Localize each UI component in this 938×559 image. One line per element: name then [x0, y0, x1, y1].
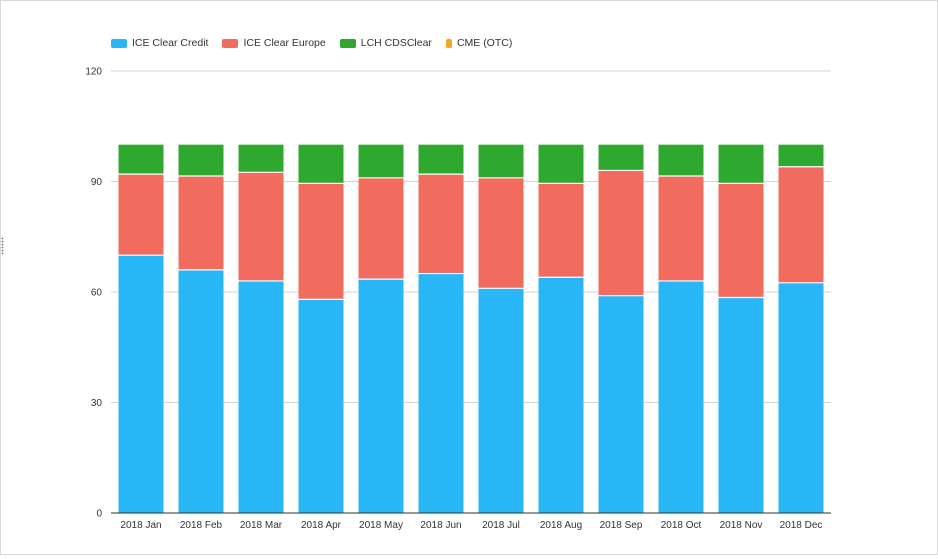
bar-segment	[718, 183, 764, 298]
bar-segment	[358, 177, 404, 280]
legend-label: ICE Clear Europe	[243, 37, 326, 49]
x-tick-label: 2018 Oct	[661, 520, 702, 531]
bar-segment	[658, 175, 704, 281]
x-tick-label: 2018 Dec	[780, 520, 823, 531]
bar-segment	[238, 172, 284, 281]
bar-segment	[178, 144, 224, 176]
bar-segment	[658, 280, 704, 513]
bar-segment	[238, 144, 284, 173]
x-tick-label: 2018 May	[359, 520, 403, 531]
bar-segment	[358, 279, 404, 513]
bar-segment	[118, 255, 164, 513]
bar-segment	[718, 144, 764, 184]
resize-grip-icon[interactable]	[1, 237, 4, 255]
bar-segment	[538, 144, 584, 184]
y-tick-label: 60	[91, 288, 103, 299]
legend-label: LCH CDSClear	[360, 37, 432, 49]
bar-segment	[118, 174, 164, 256]
bar-segment	[778, 282, 824, 513]
bar-segment	[778, 144, 824, 167]
y-tick-label: 90	[91, 177, 103, 188]
legend-swatch	[111, 38, 127, 48]
bar-segment	[418, 273, 464, 513]
bar-segment	[478, 144, 524, 178]
bar-segment	[358, 144, 404, 178]
bar-segment	[298, 144, 344, 184]
bar-segment	[718, 297, 764, 513]
y-tick-label: 30	[91, 398, 103, 409]
legend-item-ice-clear-europe[interactable]: ICE Clear Europe	[222, 37, 326, 49]
x-tick-label: 2018 Jul	[482, 520, 520, 531]
x-tick-label: 2018 Aug	[540, 520, 582, 531]
legend-swatch	[445, 38, 452, 48]
x-tick-label: 2018 Jan	[120, 520, 161, 531]
x-tick-label: 2018 Sep	[600, 520, 643, 531]
x-tick-label: 2018 Mar	[240, 520, 283, 531]
bar-segment	[178, 269, 224, 513]
bar-segment	[538, 277, 584, 513]
x-tick-label: 2018 Apr	[301, 520, 342, 531]
bar-segment	[478, 288, 524, 513]
bar-segment	[598, 295, 644, 513]
bar-segment	[118, 144, 164, 175]
y-tick-label: 120	[85, 67, 102, 78]
y-tick-label: 0	[96, 509, 102, 520]
bar-segment	[538, 183, 584, 278]
legend-item-ice-clear-credit[interactable]: ICE Clear Credit	[111, 37, 208, 49]
bar-segment	[778, 166, 824, 283]
bar-segment	[658, 144, 704, 176]
legend-label: ICE Clear Credit	[132, 37, 209, 49]
bar-segment	[418, 144, 464, 175]
x-tick-label: 2018 Feb	[180, 520, 223, 531]
legend-swatch	[339, 38, 356, 48]
x-tick-label: 2018 Nov	[720, 520, 763, 531]
legend-label: CME (OTC)	[456, 37, 513, 49]
bar-segment	[178, 175, 224, 270]
legend-item-lch-cdsclear[interactable]: LCH CDSClear	[339, 37, 432, 49]
bar-segment	[598, 144, 644, 171]
bar-segment	[298, 183, 344, 300]
x-tick-label: 2018 Jun	[420, 520, 461, 531]
bar-segment	[298, 299, 344, 513]
bar-segment	[418, 174, 464, 274]
chart-legend: ICE Clear Credit ICE Clear Europe LCH CD…	[111, 37, 526, 49]
bar-segment	[598, 170, 644, 296]
bar-segment	[238, 280, 284, 513]
legend-item-cme-otc[interactable]: CME (OTC)	[445, 37, 513, 49]
bar-segment	[478, 177, 524, 289]
legend-swatch	[222, 38, 239, 48]
